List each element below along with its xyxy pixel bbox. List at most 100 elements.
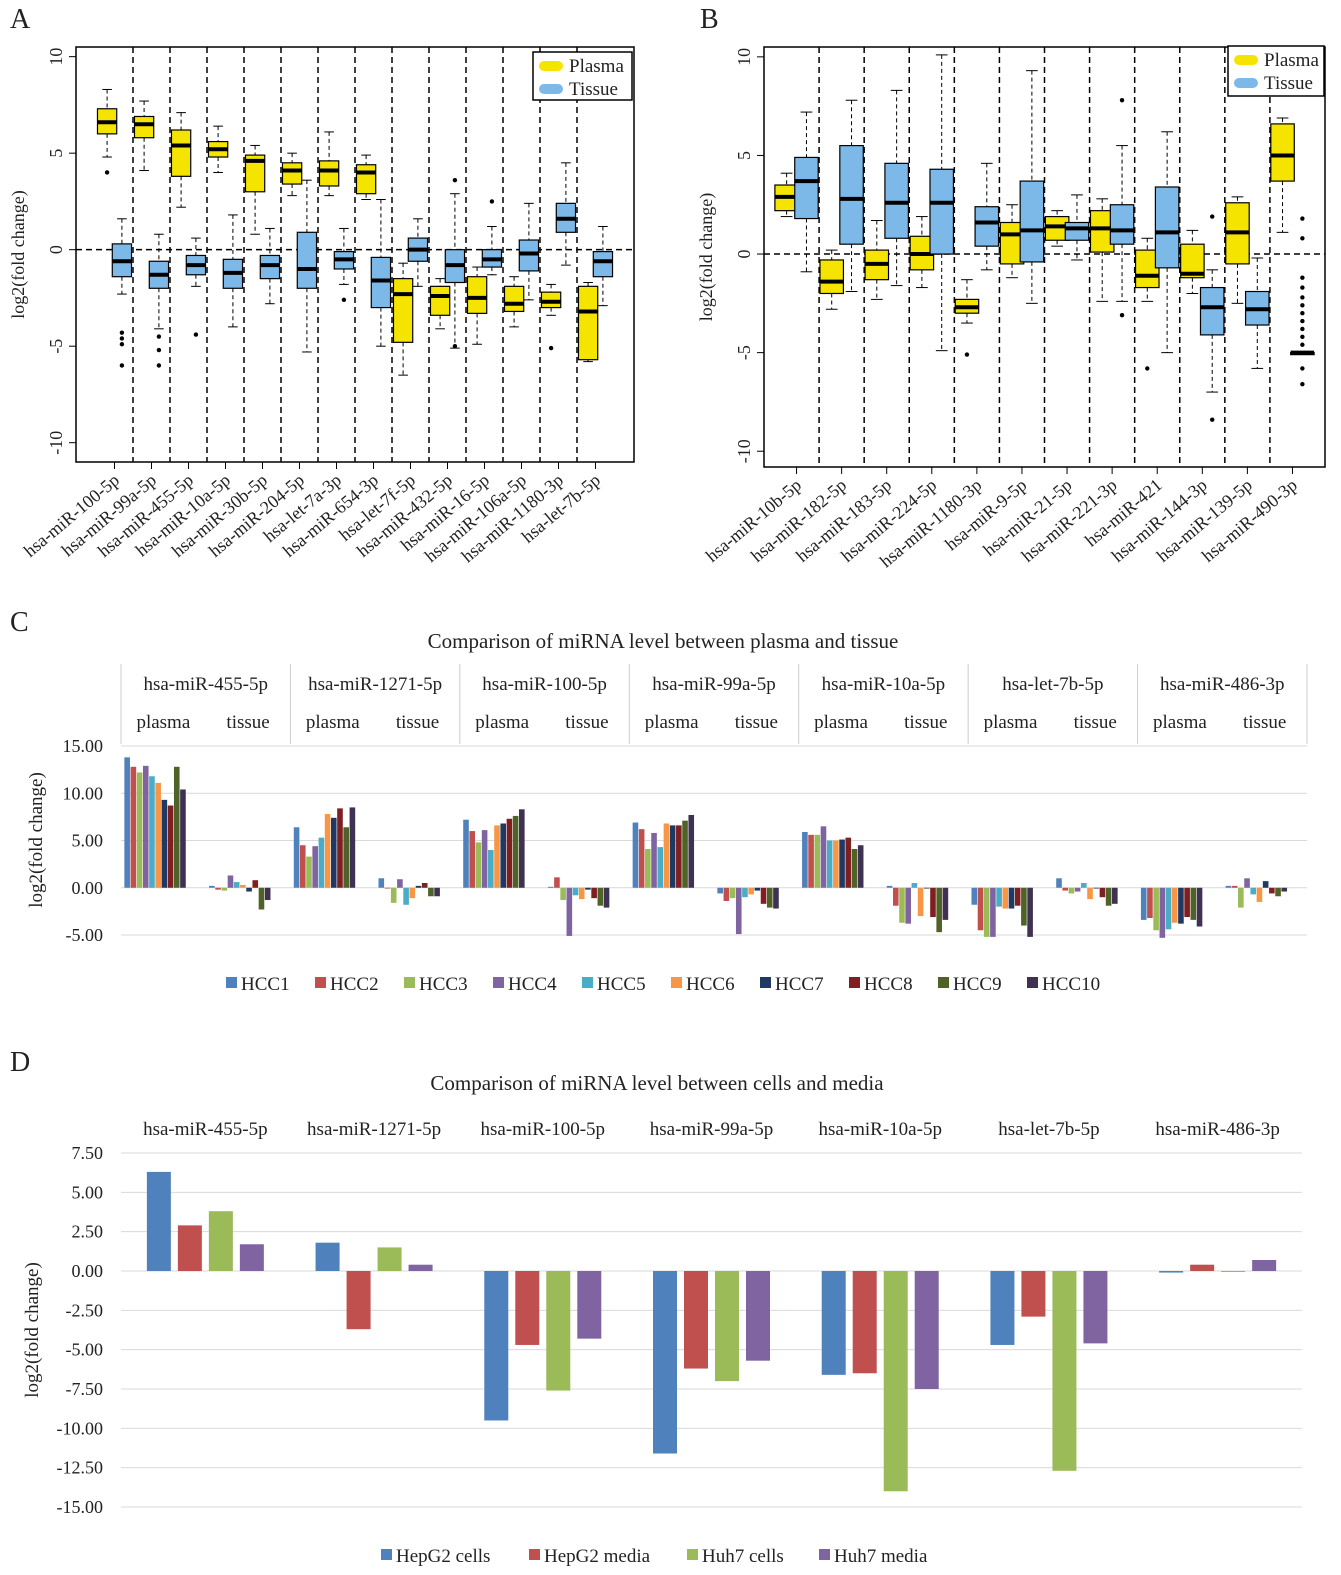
plasma-box — [281, 152, 303, 197]
bar-hcc5 — [742, 887, 748, 898]
plasma-box — [1180, 229, 1205, 294]
x-tick-label: hsa-let-7b-5p — [518, 470, 604, 547]
bar-hcc1 — [632, 822, 639, 888]
legend-label: Huh7 cells — [702, 1546, 784, 1567]
group-label: hsa-miR-1271-5p — [308, 674, 442, 695]
y-axis-label: log2(fold change) — [22, 1262, 43, 1398]
box-iqr — [1064, 221, 1090, 241]
legend-label: Tissue — [1264, 73, 1313, 94]
bar-hcc7 — [246, 887, 252, 892]
legend-swatch — [315, 977, 326, 988]
bar-huh7-cells — [883, 1271, 908, 1492]
plasma-box — [207, 125, 229, 173]
subgroup-label: tissue — [904, 712, 947, 733]
bar-hcc3 — [899, 887, 905, 923]
plasma-box — [577, 281, 599, 363]
outlier-point — [1300, 334, 1305, 340]
y-tick-label: 7.50 — [72, 1143, 104, 1163]
x-tick-label: hsa-miR-100-5p — [20, 470, 123, 561]
bar-hcc4 — [397, 879, 403, 888]
outlier-point — [1119, 312, 1125, 318]
box-iqr — [518, 239, 540, 272]
bar-huh7-media — [408, 1264, 433, 1271]
subgroup-label: plasma — [306, 712, 360, 733]
bar-hcc7 — [839, 839, 845, 888]
plasma-box — [392, 262, 414, 376]
bar-hcc1 — [886, 885, 893, 888]
panel-letter-d: D — [10, 1047, 31, 1078]
y-tick-label: 10.00 — [63, 783, 104, 803]
bar-hcc9 — [851, 849, 858, 888]
category-label: hsa-miR-99a-5p — [650, 1119, 773, 1140]
box-iqr — [429, 285, 451, 316]
box-iqr — [318, 160, 340, 187]
bar-hcc5 — [318, 837, 325, 888]
bar-hcc6 — [409, 887, 416, 899]
plasma-box — [170, 112, 192, 208]
bar-hcc5 — [1081, 883, 1087, 888]
bar-huh7-media — [1083, 1271, 1108, 1344]
bar-hcc3 — [645, 849, 651, 888]
bar-hcc2 — [1147, 887, 1153, 918]
bar-huh7-cells — [1052, 1271, 1077, 1471]
bar-hcc9 — [682, 820, 688, 888]
subgroup-label: plasma — [984, 712, 1038, 733]
y-tick-label: 5 — [734, 151, 754, 160]
x-tick-label: hsa-miR-10a-5p — [132, 470, 234, 561]
bar-hcc4 — [651, 832, 657, 888]
tissue-box — [884, 89, 909, 287]
plasma-box — [999, 204, 1025, 279]
plot-frame — [75, 46, 635, 463]
box-iqr — [370, 256, 392, 309]
x-tick-label: hsa-let-7f-5p — [335, 470, 419, 545]
bar-hcc1 — [124, 757, 130, 888]
box-iqr — [555, 202, 577, 233]
subgroup-label: plasma — [1153, 712, 1207, 733]
tissue-box — [370, 198, 392, 347]
box-iqr — [133, 115, 155, 139]
category-label: hsa-miR-1271-5p — [307, 1119, 441, 1140]
plasma-box — [503, 276, 525, 328]
y-tick-label: -5.00 — [66, 1340, 104, 1360]
tissue-box — [259, 227, 281, 305]
legend-swatch — [493, 977, 504, 988]
y-tick-label: -10 — [734, 439, 754, 463]
plasma-box — [1134, 237, 1160, 371]
box-iqr — [974, 206, 1000, 247]
bar-hcc9 — [512, 815, 519, 888]
bar-hcc4 — [820, 826, 827, 888]
tissue-box — [1064, 194, 1090, 261]
bar-hcc3 — [1068, 887, 1075, 894]
box-iqr — [296, 231, 318, 289]
subgroup-label: tissue — [1074, 712, 1117, 733]
x-tick-label: hsa-miR-490-3p — [1198, 475, 1301, 566]
box-iqr — [244, 154, 266, 193]
outlier-point — [1300, 342, 1305, 347]
bar-hcc8 — [506, 818, 513, 888]
group-label: hsa-miR-486-3p — [1160, 674, 1285, 695]
legend-swatch — [849, 977, 860, 988]
outlier-point — [548, 345, 554, 351]
bar-hcc10 — [942, 887, 949, 920]
bar-hcc4 — [142, 765, 149, 888]
bar-hcc2 — [130, 766, 137, 888]
bar-hcc6 — [494, 825, 500, 888]
subgroup-label: tissue — [1243, 712, 1286, 733]
bar-hcc4 — [481, 830, 488, 888]
tissue-box — [1199, 214, 1225, 422]
bar-hepg2-cells — [653, 1271, 677, 1454]
group-label: hsa-miR-10a-5p — [822, 674, 945, 695]
tissue-box — [1109, 98, 1135, 318]
bar-hcc1 — [1140, 887, 1147, 920]
bar-hcc8 — [591, 887, 597, 899]
legend-swatch — [539, 84, 563, 94]
bar-hepg2-media — [684, 1271, 708, 1369]
legend-box — [1227, 45, 1325, 97]
x-tick-label: hsa-miR-182-5p — [747, 475, 850, 566]
bar-hcc4 — [1074, 887, 1081, 892]
bar-hcc5 — [1250, 887, 1257, 895]
outlier-point — [1300, 275, 1305, 280]
legend-swatch — [582, 977, 593, 988]
y-tick-label: -5.00 — [66, 925, 104, 945]
